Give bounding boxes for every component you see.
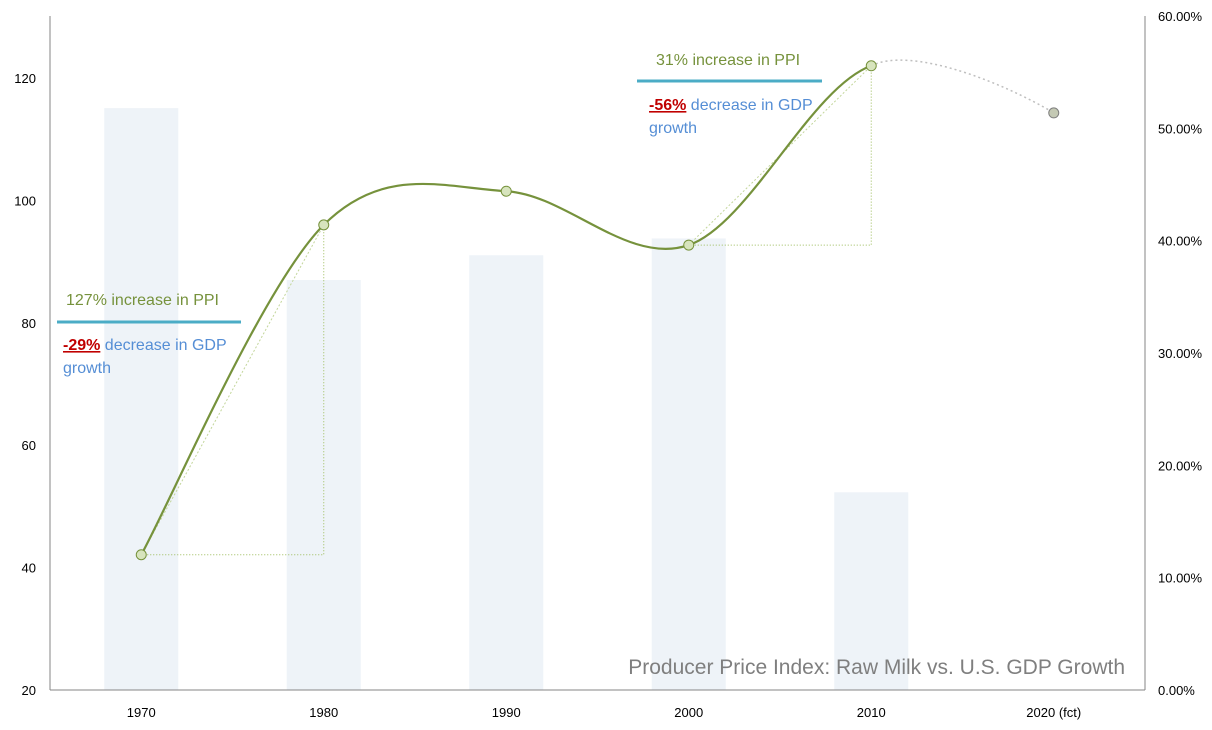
annotation-pct: -29%: [63, 337, 100, 354]
right-tick-label: 30.00%: [1158, 346, 1203, 361]
bar: [651, 238, 726, 691]
bar: [104, 108, 179, 690]
left-tick-label: 100: [14, 193, 36, 208]
x-tick-label: 2010: [857, 705, 886, 720]
right-tick-label: 50.00%: [1158, 121, 1203, 136]
ppi-line: [140, 64, 872, 556]
annotation-pct: -56%: [649, 97, 686, 114]
bar: [469, 255, 544, 690]
ppi-point: [135, 549, 147, 561]
x-tick-label: 1980: [309, 705, 338, 720]
left-tick-label: 120: [14, 71, 36, 86]
guide-hypotenuse: [688, 65, 872, 246]
bar: [834, 492, 909, 690]
svg-text:-29% decrease in GDP: -29% decrease in GDP: [63, 337, 227, 354]
annotation-increase: 127% increase in PPI: [66, 292, 219, 309]
left-tick-label: 40: [22, 561, 36, 576]
chart-title: Producer Price Index: Raw Milk vs. U.S. …: [628, 656, 1125, 679]
annotation-increase: 31% increase in PPI: [656, 52, 800, 69]
x-tick-label: 2020 (fct): [1026, 705, 1081, 720]
svg-text:-56% decrease in GDP: -56% decrease in GDP: [649, 97, 813, 114]
x-tick-label: 1970: [127, 705, 156, 720]
guide-leg: [141, 224, 325, 556]
right-tick-label: 40.00%: [1158, 234, 1203, 249]
ppi-point: [683, 239, 695, 251]
guide-hypotenuse: [140, 224, 325, 555]
svg-text:growth: growth: [63, 360, 111, 377]
x-tick-label: 1990: [492, 705, 521, 720]
ppi-point: [500, 185, 512, 197]
annotation-1970s: 127% increase in PPI -29% decrease in GD…: [57, 292, 241, 377]
ppi-forecast-line: [870, 59, 1055, 114]
right-tick-label: 60.00%: [1158, 9, 1203, 24]
ppi-point: [1048, 107, 1060, 119]
left-tick-label: 20: [22, 683, 36, 698]
annotation-2000s: 31% increase in PPI -56% decrease in GDP…: [637, 52, 822, 137]
right-tick-label: 20.00%: [1158, 458, 1203, 473]
left-tick-label: 80: [22, 316, 36, 331]
ppi-point: [318, 219, 330, 231]
x-tick-label: 2000: [674, 705, 703, 720]
left-tick-label: 60: [22, 438, 36, 453]
ppi-point: [865, 60, 877, 72]
right-tick-label: 0.00%: [1158, 683, 1195, 698]
right-tick-label: 10.00%: [1158, 571, 1203, 586]
svg-text:growth: growth: [649, 120, 697, 137]
guide-leg: [688, 65, 872, 246]
